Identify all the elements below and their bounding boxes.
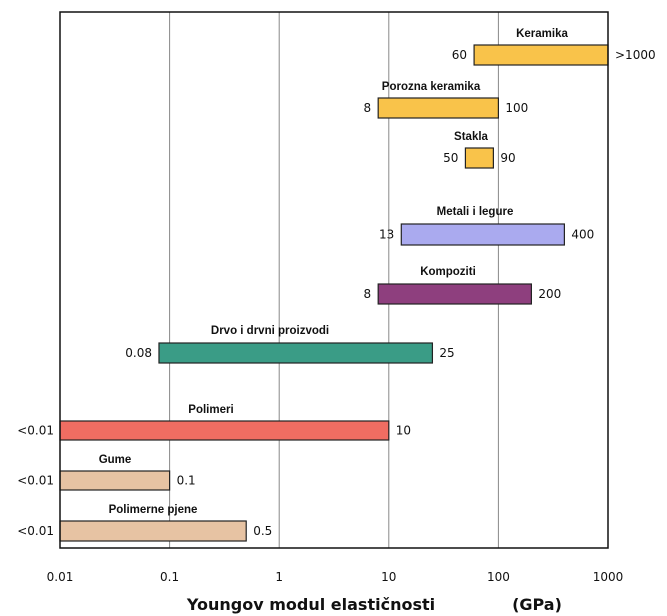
x-axis-unit: (GPa) [512,595,562,614]
bar-title: Metali i legure [437,206,514,218]
bar-polimerne-pjene [59,520,247,542]
bar-low-label: 60 [452,48,467,62]
bar-title: Gume [99,454,132,466]
bar-high-label: 0.1 [177,474,196,488]
bar-high-label: 200 [538,287,561,301]
plot-frame [59,11,609,549]
x-tick-label: 0.01 [47,570,74,584]
bar-low-label: <0.01 [17,474,54,488]
bar-polimeri [59,420,390,441]
bar-title: Keramika [516,28,568,40]
bar-low-label: 8 [364,101,372,115]
bar-drvo-i-drvni-proizvodi [158,342,434,364]
x-tick-label: 10 [381,570,396,584]
bar-high-label: 0.5 [253,524,272,538]
bar-title: Stakla [454,131,488,143]
bar-low-label: 8 [364,287,372,301]
bar-high-label: 100 [505,101,528,115]
bar-high-label: >1000 [615,48,656,62]
bar-title: Kompoziti [420,266,476,278]
bar-stakla [464,147,494,169]
bar-kompoziti [377,283,532,305]
x-tick-label: 100 [487,570,510,584]
bar-high-label: 10 [396,424,411,438]
bar-low-label: 13 [379,228,394,242]
x-axis-title: Youngov modul elastičnosti [186,595,435,614]
x-tick-label: 0.1 [160,570,179,584]
bar-low-label: <0.01 [17,424,54,438]
bar-low-label: 0.08 [125,346,152,360]
x-axis-ticks: 0.01 0.1 1 10 100 1000 [47,570,624,584]
bar-title: Polimeri [188,404,233,416]
bar-porozna-keramika [377,97,499,119]
bar-low-label: 50 [443,151,458,165]
bar-high-label: 25 [439,346,454,360]
x-tick-label: 1 [275,570,283,584]
bar-gume [59,470,171,491]
x-tick-label: 1000 [593,570,624,584]
bar-high-label: 90 [500,151,515,165]
bar-metali-i-legure [400,223,565,246]
bar-low-label: <0.01 [17,524,54,538]
bar-high-label: 400 [571,228,594,242]
bar-title: Porozna keramika [382,81,481,93]
bars-group: 60 >1000 Keramika 8 100 Porozna keramika 50 90 S… [17,28,656,542]
bar-title: Drvo i drvni proizvodi [211,325,329,337]
bar-keramika [473,44,609,66]
bar-title: Polimerne pjene [109,504,198,516]
